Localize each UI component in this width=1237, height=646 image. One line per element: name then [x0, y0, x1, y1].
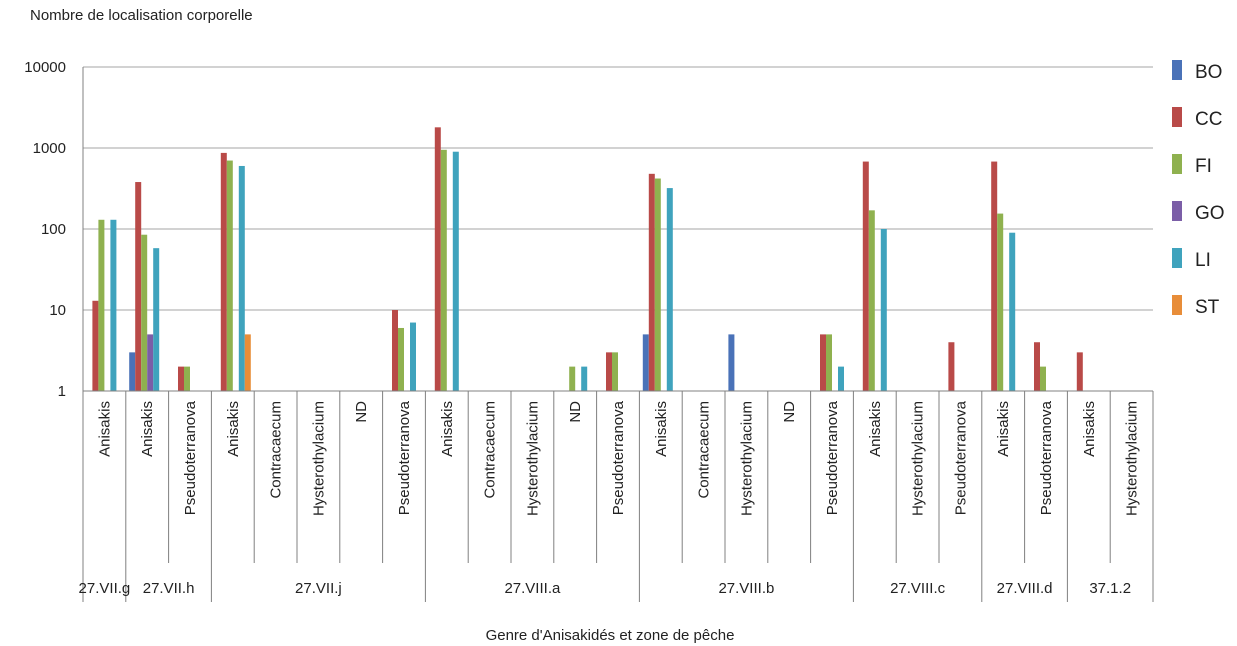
zone-label: 27.VIII.a — [504, 580, 561, 597]
bar-cc — [862, 161, 869, 391]
bar-li — [838, 366, 844, 391]
legend-label-cc: CC — [1195, 109, 1222, 130]
bar-fi — [569, 366, 576, 391]
bar-fi — [612, 352, 618, 391]
zone-label: 27.VIII.b — [718, 580, 774, 597]
x-axis: Anisakis Anisakis Pseudoterranova Anisakis C… — [79, 390, 1154, 602]
bar-fi — [1040, 366, 1046, 391]
y-tick-label: 100 — [41, 221, 66, 238]
genre-label: Anisakis — [1081, 401, 1098, 457]
bar-li — [452, 151, 459, 391]
bar-bo — [642, 334, 649, 391]
genre-label: Pseudoterranova — [824, 400, 841, 515]
bar-cc — [434, 127, 441, 391]
genre-label: Anisakis — [995, 401, 1012, 457]
genre-label: Contracaecum — [482, 401, 499, 499]
genre-label: Contracaecum — [268, 401, 285, 499]
y-tick-label: 1 — [58, 383, 66, 400]
bar-bo — [129, 352, 136, 391]
zone-label: 37.1.2 — [1089, 580, 1131, 597]
bar-fi — [654, 178, 661, 391]
bar-cc — [1076, 352, 1083, 391]
zone-label: 27.VII.h — [143, 580, 195, 597]
legend-label-go: GO — [1195, 203, 1225, 224]
genre-label: Anisakis — [653, 401, 670, 457]
bar-cc — [948, 342, 955, 391]
y-tick-label: 1000 — [33, 140, 66, 157]
bar-fi — [826, 334, 832, 391]
y-tick-label: 10000 — [24, 59, 66, 76]
bar-li — [410, 322, 416, 391]
legend-label-li: LI — [1195, 250, 1211, 271]
genre-label: ND — [781, 401, 798, 423]
bar-cc — [991, 161, 998, 391]
genre-label: Hysterothylacium — [1124, 401, 1141, 516]
legend-swatch-cc — [1172, 107, 1182, 127]
genre-label: ND — [567, 401, 584, 423]
bar-fi — [398, 327, 404, 391]
bar-fi — [997, 213, 1004, 391]
gridlines: 1 10 100 1000 10000 — [24, 59, 1153, 400]
genre-label: Anisakis — [867, 401, 884, 457]
zone-label: 27.VIII.d — [997, 580, 1053, 597]
genre-label: Hysterothylacium — [910, 401, 927, 516]
legend-swatch-fi — [1172, 154, 1182, 174]
legend-swatch-bo — [1172, 60, 1182, 80]
bar-li — [581, 366, 588, 391]
bars — [92, 127, 1083, 391]
genre-label: Pseudoterranova — [952, 400, 969, 515]
genre-label: ND — [353, 401, 370, 423]
legend-swatch-li — [1172, 248, 1182, 268]
bar-li — [1009, 232, 1016, 391]
genre-label: Anisakis — [139, 401, 156, 457]
bar-cc — [820, 334, 826, 391]
legend-swatch-st — [1172, 295, 1182, 315]
bar-go — [147, 334, 154, 391]
genre-label: Hysterothylacium — [738, 401, 755, 516]
genre-label: Anisakis — [96, 401, 113, 457]
zone-label: 27.VII.j — [295, 580, 342, 597]
legend: BO CC FI GO LI ST — [1172, 60, 1225, 318]
bar-fi — [226, 160, 233, 391]
genre-label: Anisakis — [439, 401, 456, 457]
bar-fi — [141, 234, 148, 391]
bar-cc — [1034, 342, 1040, 391]
bar-cc — [178, 366, 184, 391]
bar-li — [238, 165, 245, 391]
bar-fi — [440, 149, 447, 391]
legend-label-fi: FI — [1195, 156, 1212, 177]
bar-st — [244, 334, 251, 391]
bar-li — [666, 188, 673, 391]
y-axis-title: Nombre de localisation corporelle — [30, 7, 253, 24]
bar-cc — [606, 352, 612, 391]
bar-li — [110, 219, 117, 391]
bar-fi — [868, 210, 875, 391]
bar-li — [880, 229, 887, 391]
bar-cc — [220, 152, 227, 391]
genre-label: Pseudoterranova — [1038, 400, 1055, 515]
bar-fi — [184, 366, 190, 391]
genre-label: Hysterothylacium — [524, 401, 541, 516]
legend-swatch-go — [1172, 201, 1182, 221]
bar-bo — [728, 334, 735, 391]
bar-cc — [135, 182, 142, 391]
legend-label-bo: BO — [1195, 62, 1222, 83]
bar-cc — [92, 300, 99, 391]
bar-cc — [392, 310, 398, 391]
bar-fi — [98, 219, 105, 391]
zone-label: 27.VII.g — [79, 580, 131, 597]
genre-label: Pseudoterranova — [396, 400, 413, 515]
genre-label: Contracaecum — [696, 401, 713, 499]
genre-label: Pseudoterranova — [182, 400, 199, 515]
genre-label: Anisakis — [225, 401, 242, 457]
y-tick-label: 10 — [49, 302, 66, 319]
zone-label: 27.VIII.c — [890, 580, 946, 597]
legend-label-st: ST — [1195, 297, 1220, 318]
bar-li — [153, 248, 160, 391]
bar-cc — [648, 173, 655, 391]
genre-label: Pseudoterranova — [610, 400, 627, 515]
x-axis-title: Genre d'Anisakidés et zone de pêche — [486, 627, 735, 644]
genre-label: Hysterothylacium — [310, 401, 327, 516]
